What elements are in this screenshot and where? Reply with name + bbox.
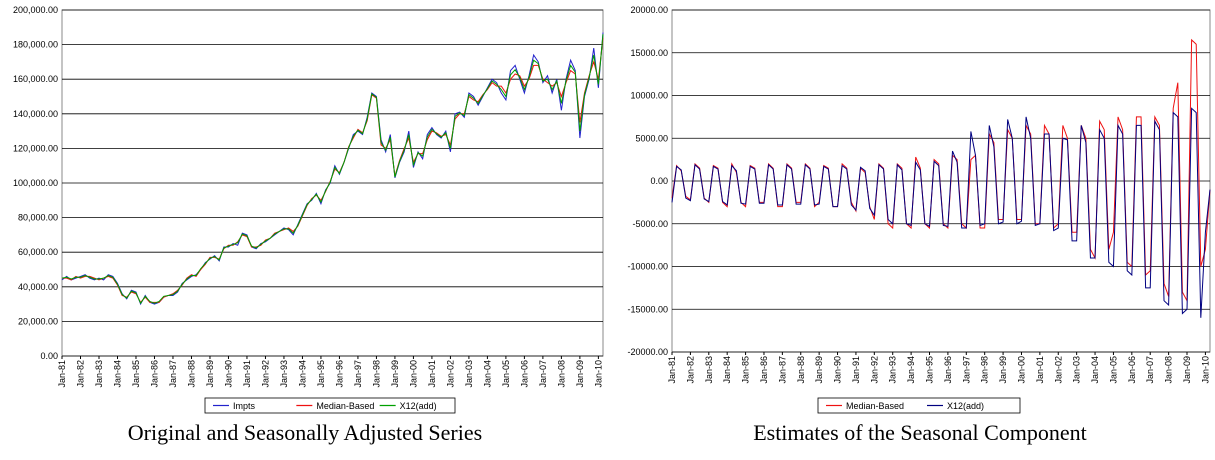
chart-caption: Original and Seasonally Adjusted Series bbox=[128, 420, 482, 445]
y-tick-label: -20000.00 bbox=[627, 347, 668, 357]
legend-label: Median-Based bbox=[316, 401, 374, 411]
x-tick-label: Jan-00 bbox=[408, 360, 418, 388]
y-tick-label: 120,000.00 bbox=[13, 143, 58, 153]
y-tick-label: 0.00 bbox=[650, 176, 668, 186]
y-tick-label: 140,000.00 bbox=[13, 109, 58, 119]
x-tick-label: Jan-03 bbox=[1072, 356, 1082, 384]
x-tick-label: Jan-01 bbox=[1035, 356, 1045, 384]
x-tick-label: Jan-01 bbox=[427, 360, 437, 388]
x-tick-label: Jan-10 bbox=[1200, 356, 1210, 384]
x-tick-label: Jan-87 bbox=[777, 356, 787, 384]
x-tick-label: Jan-89 bbox=[814, 356, 824, 384]
y-tick-label: -15000.00 bbox=[627, 304, 668, 314]
x-tick-label: Jan-06 bbox=[1127, 356, 1137, 384]
x-tick-label: Jan-98 bbox=[980, 356, 990, 384]
x-tick-label: Jan-02 bbox=[445, 360, 455, 388]
x-tick-label: Jan-82 bbox=[75, 360, 85, 388]
x-tick-label: Jan-85 bbox=[131, 360, 141, 388]
x-tick-label: Jan-97 bbox=[961, 356, 971, 384]
y-tick-label: -5000.00 bbox=[632, 219, 668, 229]
x-tick-label: Jan-85 bbox=[741, 356, 751, 384]
x-tick-label: Jan-08 bbox=[1164, 356, 1174, 384]
x-tick-label: Jan-96 bbox=[334, 360, 344, 388]
y-tick-label: 100,000.00 bbox=[13, 178, 58, 188]
x-tick-label: Jan-93 bbox=[279, 360, 289, 388]
x-tick-label: Jan-84 bbox=[722, 356, 732, 384]
y-tick-label: 160,000.00 bbox=[13, 74, 58, 84]
x-tick-label: Jan-94 bbox=[297, 360, 307, 388]
x-tick-label: Jan-91 bbox=[242, 360, 252, 388]
x-tick-label: Jan-03 bbox=[464, 360, 474, 388]
x-tick-label: Jan-88 bbox=[796, 356, 806, 384]
x-tick-label: Jan-99 bbox=[390, 360, 400, 388]
x-tick-label: Jan-86 bbox=[149, 360, 159, 388]
y-tick-label: 40,000.00 bbox=[18, 282, 58, 292]
y-tick-label: 10000.00 bbox=[630, 91, 668, 101]
series-line bbox=[61, 34, 604, 305]
x-tick-label: Jan-89 bbox=[205, 360, 215, 388]
legend-label: Median-Based bbox=[846, 401, 904, 411]
x-tick-label: Jan-10 bbox=[593, 360, 603, 388]
series-line bbox=[671, 107, 1211, 318]
x-tick-label: Jan-81 bbox=[57, 360, 67, 388]
y-tick-label: 180,000.00 bbox=[13, 40, 58, 50]
x-tick-label: Jan-09 bbox=[575, 360, 585, 388]
y-tick-label: 200,000.00 bbox=[13, 5, 58, 15]
x-tick-label: Jan-95 bbox=[925, 356, 935, 384]
x-tick-label: Jan-91 bbox=[851, 356, 861, 384]
legend-label: Impts bbox=[233, 401, 256, 411]
x-tick-label: Jan-97 bbox=[353, 360, 363, 388]
chart-caption: Estimates of the Seasonal Component bbox=[753, 420, 1087, 445]
x-tick-label: Jan-90 bbox=[223, 360, 233, 388]
y-tick-label: 60,000.00 bbox=[18, 247, 58, 257]
x-tick-label: Jan-04 bbox=[1090, 356, 1100, 384]
x-tick-label: Jan-09 bbox=[1182, 356, 1192, 384]
x-tick-label: Jan-05 bbox=[501, 360, 511, 388]
x-tick-label: Jan-08 bbox=[556, 360, 566, 388]
x-tick-label: Jan-92 bbox=[869, 356, 879, 384]
y-tick-label: 5000.00 bbox=[635, 133, 668, 143]
x-tick-label: Jan-00 bbox=[1016, 356, 1026, 384]
x-tick-label: Jan-07 bbox=[1145, 356, 1155, 384]
legend-box bbox=[204, 397, 456, 414]
x-tick-label: Jan-02 bbox=[1053, 356, 1063, 384]
x-tick-label: Jan-99 bbox=[998, 356, 1008, 384]
y-tick-label: 20,000.00 bbox=[18, 316, 58, 326]
y-tick-label: 80,000.00 bbox=[18, 213, 58, 223]
x-tick-label: Jan-84 bbox=[112, 360, 122, 388]
x-tick-label: Jan-06 bbox=[519, 360, 529, 388]
y-tick-label: 20000.00 bbox=[630, 5, 668, 15]
x-tick-label: Jan-96 bbox=[943, 356, 953, 384]
x-tick-label: Jan-95 bbox=[316, 360, 326, 388]
y-tick-label: 0.00 bbox=[40, 351, 58, 361]
x-tick-label: Jan-98 bbox=[371, 360, 381, 388]
legend-label: X12(add) bbox=[947, 401, 984, 411]
legend-box bbox=[817, 397, 1021, 414]
x-tick-label: Jan-07 bbox=[538, 360, 548, 388]
x-tick-label: Jan-86 bbox=[759, 356, 769, 384]
y-tick-label: 15000.00 bbox=[630, 48, 668, 58]
x-tick-label: Jan-88 bbox=[186, 360, 196, 388]
legend-label: X12(add) bbox=[400, 401, 437, 411]
x-tick-label: Jan-90 bbox=[833, 356, 843, 384]
x-tick-label: Jan-81 bbox=[667, 356, 677, 384]
x-tick-label: Jan-04 bbox=[482, 360, 492, 388]
x-tick-label: Jan-82 bbox=[685, 356, 695, 384]
x-tick-label: Jan-87 bbox=[168, 360, 178, 388]
x-tick-label: Jan-92 bbox=[260, 360, 270, 388]
x-tick-label: Jan-93 bbox=[888, 356, 898, 384]
y-tick-label: -10000.00 bbox=[627, 262, 668, 272]
x-tick-label: Jan-94 bbox=[906, 356, 916, 384]
x-tick-label: Jan-83 bbox=[704, 356, 714, 384]
x-tick-label: Jan-05 bbox=[1108, 356, 1118, 384]
x-tick-label: Jan-83 bbox=[94, 360, 104, 388]
